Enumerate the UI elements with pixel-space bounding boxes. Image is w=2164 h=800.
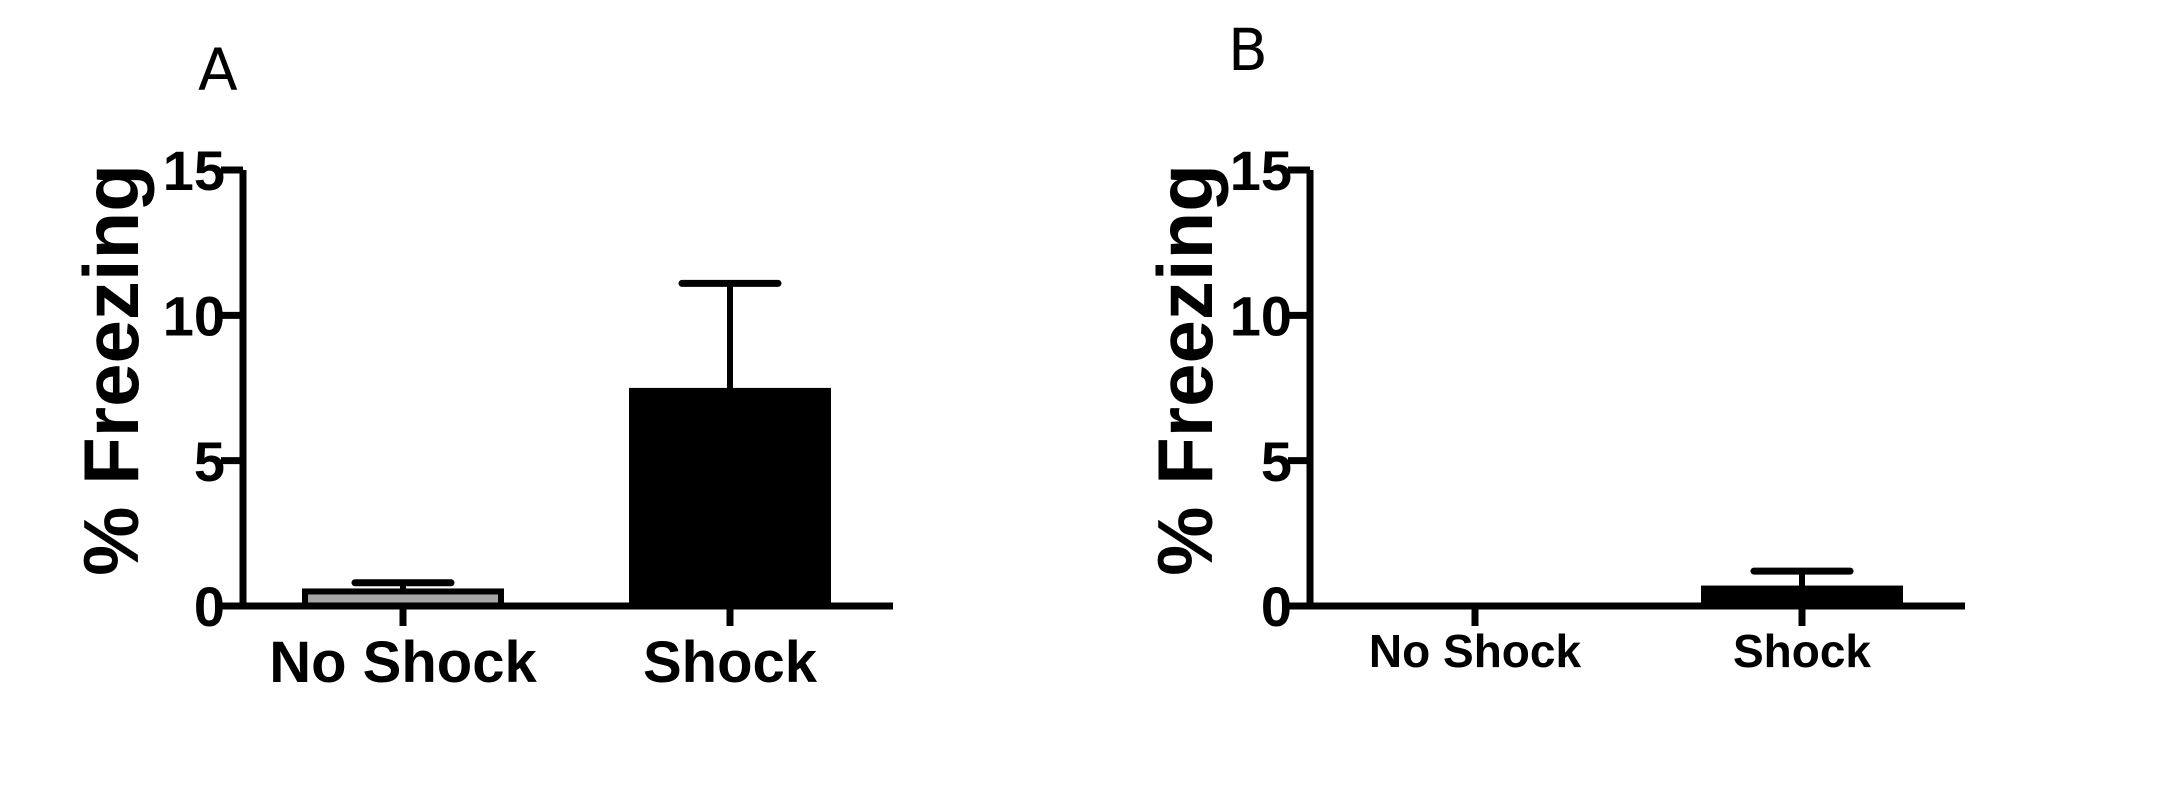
panel-b-y-axis-label: % Freezing bbox=[1141, 164, 1229, 576]
y-tick-label: 0 bbox=[1261, 575, 1292, 638]
y-tick-label: 0 bbox=[194, 575, 225, 638]
panel-b: B % Freezing 0 5 10 15 No Shock Shock bbox=[1141, 16, 1965, 677]
x-category-label: No Shock bbox=[269, 630, 537, 695]
y-tick-label: 5 bbox=[1261, 430, 1292, 493]
bar-shock bbox=[629, 387, 831, 610]
panel-a-label: A bbox=[198, 36, 238, 104]
panel-b-plot: 0 5 10 15 No Shock Shock bbox=[1230, 139, 1965, 677]
x-category-label: No Shock bbox=[1369, 625, 1582, 677]
y-tick-label: 10 bbox=[163, 284, 225, 347]
y-tick-label: 15 bbox=[1230, 139, 1292, 202]
y-tick-label: 10 bbox=[1230, 284, 1292, 347]
panel-a: A % Freezing 0 5 10 15 No Shock Shock bbox=[67, 36, 893, 695]
panel-a-y-axis-label: % Freezing bbox=[67, 164, 155, 576]
y-tick-label: 5 bbox=[194, 430, 225, 493]
x-category-label: Shock bbox=[643, 630, 818, 695]
panel-b-label: B bbox=[1228, 16, 1268, 84]
panel-a-plot: 0 5 10 15 No Shock Shock bbox=[163, 139, 893, 695]
y-tick-label: 15 bbox=[163, 139, 225, 202]
x-category-label: Shock bbox=[1733, 625, 1871, 677]
